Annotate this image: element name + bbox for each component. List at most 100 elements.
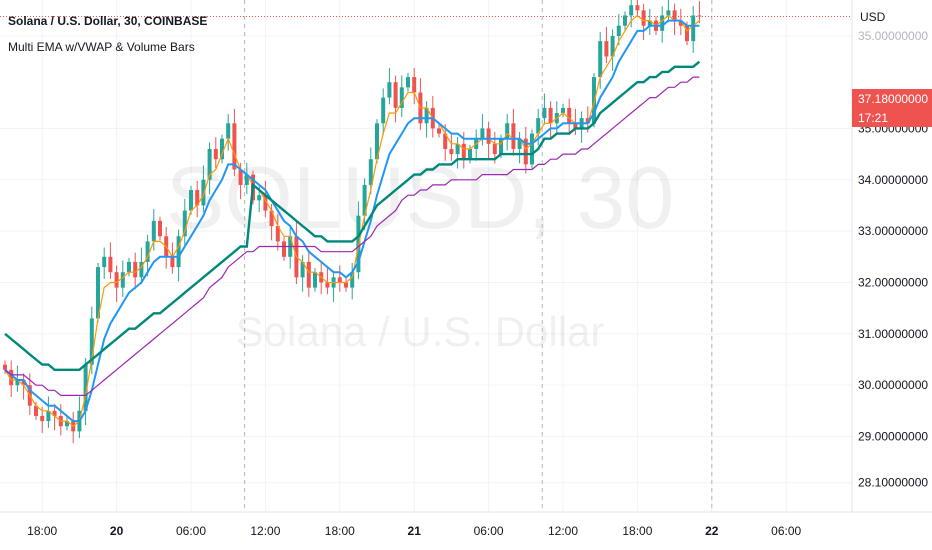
candle-body (145, 241, 150, 262)
price-tick-label: 31.00000000 (858, 327, 928, 341)
watermark-name: Solana / U.S. Dollar (236, 308, 605, 355)
candle-body (381, 97, 386, 124)
time-tick-label: 06:00 (176, 524, 206, 538)
candle-body (9, 369, 14, 386)
candle-body (697, 15, 702, 17)
candle-body (455, 143, 460, 155)
candle-body (102, 256, 107, 268)
candle-body (536, 118, 541, 134)
currency-label[interactable]: USD (860, 10, 886, 24)
time-tick-label: 18:00 (622, 524, 652, 538)
candle-body (300, 261, 305, 278)
candle-body (635, 5, 640, 11)
candle-body (182, 210, 187, 237)
candle-body (678, 20, 683, 26)
candle-body (641, 10, 646, 26)
candle-body (65, 421, 69, 427)
candle-body (573, 123, 578, 129)
candle-body (151, 220, 156, 242)
time-tick-label: 06:00 (474, 524, 504, 538)
time-tick-label: 18:00 (27, 524, 57, 538)
time-scale[interactable]: 18:00 20 06:00 12:00 18:00 21 06:00 12:00 18:00 2… (27, 524, 801, 538)
candle-body (561, 107, 565, 114)
candle-body (244, 174, 249, 185)
session-lines (244, 0, 713, 512)
candle-body (269, 210, 274, 226)
candle-body (623, 15, 627, 26)
candle-body (46, 410, 51, 422)
candle-body (517, 138, 522, 149)
candle-body (282, 241, 286, 257)
candle-body (523, 138, 528, 165)
candle-body (629, 5, 634, 16)
price-tick-label: 30.00000000 (858, 378, 928, 392)
candle-body (406, 77, 410, 88)
candle-body (616, 25, 621, 36)
candle-body (176, 236, 181, 268)
last-price-label: 37.18000000 (852, 89, 932, 109)
candle-body (170, 256, 175, 268)
candle-body (201, 179, 206, 206)
candle-body (437, 128, 441, 134)
bar-countdown: 17:21 (852, 109, 932, 127)
candle-body (195, 190, 200, 206)
price-tick-label: 29.00000000 (858, 430, 928, 444)
candle-body (96, 267, 100, 319)
candle-body (52, 410, 57, 416)
candle-body (275, 225, 280, 242)
candle-body (15, 380, 20, 386)
candle-body (480, 128, 485, 139)
candle-body (598, 41, 603, 78)
indicator-label[interactable]: Multi EMA w/VWAP & Volume Bars (8, 40, 195, 54)
candle-body (375, 123, 379, 160)
candle-body (685, 25, 689, 42)
candle-body (449, 148, 454, 155)
candle-body (220, 138, 224, 160)
candle-body (542, 107, 547, 119)
candle-body (257, 195, 262, 201)
candle-body (158, 220, 162, 237)
candle-body (660, 15, 665, 31)
candle-body (226, 123, 231, 139)
candle-body (306, 261, 311, 288)
candle-body (133, 261, 138, 278)
time-tick-label: 18:00 (325, 524, 355, 538)
candle-body (120, 272, 125, 288)
candle-body (672, 10, 677, 21)
candle-body (567, 107, 572, 124)
candle-body (83, 364, 88, 411)
candle-body (393, 82, 398, 108)
candle-body (368, 159, 373, 185)
line-vwap (4, 60, 701, 371)
line-ema-mid (4, 19, 700, 423)
candle-body (592, 77, 596, 124)
candle-body (492, 143, 497, 155)
candle-body (530, 133, 534, 165)
candle-body (585, 118, 590, 124)
watermark-symbol: SOLUSD, 30 (166, 148, 675, 247)
symbol-watermark: SOLUSD, 30 Solana / U.S. Dollar (166, 148, 675, 355)
candle-body (548, 107, 553, 124)
candle-body (313, 272, 317, 288)
candle-body (40, 415, 45, 422)
price-tick-label: 35.00000000 (858, 29, 928, 43)
candle-body (412, 77, 417, 93)
candle-body (387, 82, 392, 98)
price-tick-label: 33.00000000 (858, 224, 928, 238)
candle-body (443, 133, 448, 149)
time-tick-label: 22 (705, 524, 719, 538)
candle-body (647, 20, 652, 26)
candle-body (424, 107, 429, 124)
candle-body (350, 272, 355, 288)
candle-body (21, 380, 26, 386)
candle-body (3, 364, 7, 370)
candle-body (127, 261, 131, 273)
candle-body (337, 277, 342, 283)
candle-body (461, 143, 466, 160)
chart-title[interactable]: Solana / U.S. Dollar, 30, COINBASE (8, 14, 208, 28)
time-tick-label: 21 (408, 524, 422, 538)
candle-body (213, 148, 218, 160)
time-tick-label: 12:00 (250, 524, 280, 538)
candle-body (468, 148, 472, 160)
